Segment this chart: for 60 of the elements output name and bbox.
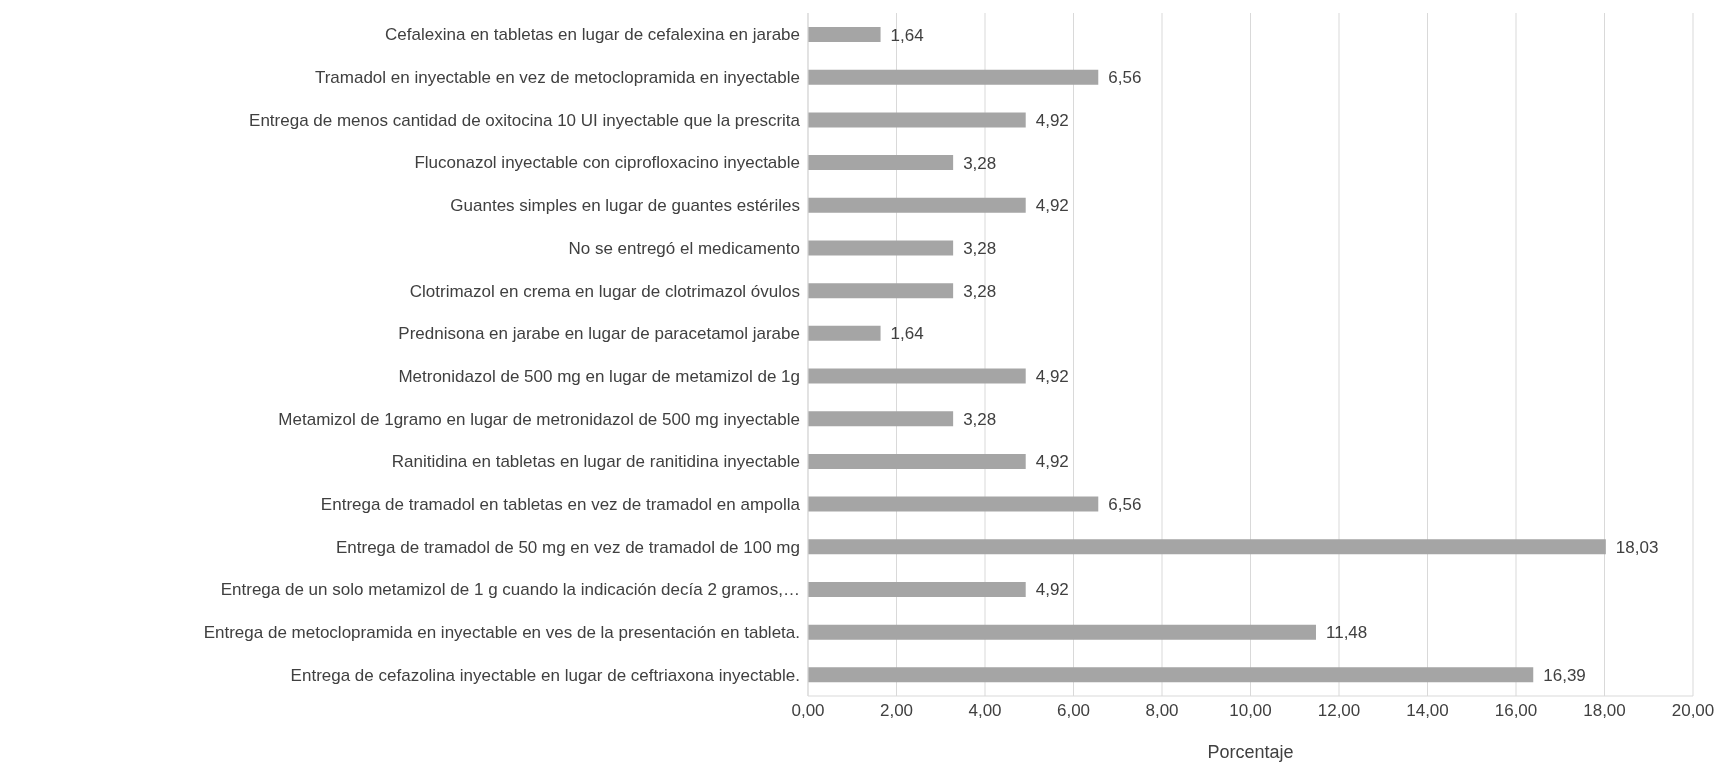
data-label: 4,92 bbox=[1035, 580, 1069, 600]
data-label: 1,64 bbox=[890, 324, 924, 344]
data-label: 11,48 bbox=[1325, 623, 1368, 643]
x-tick-label: 6,00 bbox=[1056, 701, 1091, 721]
bar bbox=[808, 453, 1026, 469]
x-tick-label: 10,00 bbox=[1229, 701, 1272, 721]
bar bbox=[808, 368, 1026, 384]
data-label: 4,92 bbox=[1035, 367, 1069, 387]
bar bbox=[808, 539, 1606, 555]
data-label: 3,28 bbox=[963, 238, 997, 258]
y-tick-label: Entrega de metoclopramida en inyectable en ves de la presentación en tableta. bbox=[203, 623, 800, 642]
y-tick-label: Metronidazol de 500 mg en lugar de metamizol de 1g bbox=[398, 366, 800, 386]
data-label: 4,92 bbox=[1035, 196, 1069, 216]
y-tick-label: Guantes simples en lugar de guantes estériles bbox=[450, 196, 800, 216]
data-label: 16,39 bbox=[1543, 665, 1586, 685]
y-tick-label: Prednisona en jarabe en lugar de paracetamol jarabe bbox=[398, 324, 800, 344]
bar bbox=[808, 27, 881, 42]
x-tick-label: 0,00 bbox=[791, 701, 825, 721]
y-tick-label: Entrega de un solo metamizol de 1 g cuando la indicación decía 2 gramos,… bbox=[220, 580, 800, 600]
y-tick-label: Cefalexina en tabletas en lugar de cefalexina en jarabe bbox=[385, 25, 800, 45]
x-axis-title: Porcentaje bbox=[1207, 742, 1294, 762]
data-label: 6,56 bbox=[1108, 495, 1142, 515]
y-tick-label: No se entregó el medicamento bbox=[568, 238, 800, 258]
data-label: 18,03 bbox=[1615, 537, 1659, 557]
x-tick-label: 14,00 bbox=[1406, 701, 1449, 721]
y-tick-label: Metamizol de 1gramo en lugar de metronidazol de 500 mg inyectable bbox=[278, 409, 800, 429]
bar bbox=[808, 69, 1099, 85]
data-label: 4,92 bbox=[1035, 452, 1069, 472]
y-tick-label: Entrega de menos cantidad de oxitocina 10 UI inyectable que la prescrita bbox=[249, 110, 801, 130]
x-tick-label: 20,00 bbox=[1671, 701, 1715, 721]
data-label: 1,64 bbox=[890, 25, 924, 45]
x-tick-label: 18,00 bbox=[1583, 701, 1626, 721]
y-tick-label: Fluconazol inyectable con ciprofloxacino inyectable bbox=[414, 153, 800, 173]
bar bbox=[808, 581, 1026, 597]
bar bbox=[808, 197, 1026, 213]
x-tick-label: 12,00 bbox=[1317, 701, 1361, 721]
bar bbox=[808, 240, 954, 256]
bar bbox=[808, 112, 1026, 128]
y-tick-label: Entrega de tramadol en tabletas en vez de tramadol en ampolla bbox=[320, 494, 801, 514]
bar bbox=[808, 667, 1534, 683]
x-tick-label: 4,00 bbox=[968, 701, 1002, 721]
bar bbox=[808, 325, 881, 341]
y-tick-label: Entrega de tramadol de 50 mg en vez de tramadol de 100 mg bbox=[335, 537, 800, 557]
data-label: 6,56 bbox=[1108, 68, 1142, 88]
x-tick-label: 2,00 bbox=[879, 701, 914, 721]
y-tick-label: Ranitidina en tabletas en lugar de ranitidina inyectable bbox=[391, 452, 800, 472]
x-tick-label: 8,00 bbox=[1145, 701, 1179, 721]
data-label: 3,28 bbox=[963, 281, 997, 301]
data-label: 3,28 bbox=[963, 409, 997, 429]
bar bbox=[808, 283, 954, 299]
y-tick-label: Entrega de cefazolina inyectable en lugar de ceftriaxona inyectable. bbox=[290, 665, 800, 685]
data-label: 3,28 bbox=[963, 153, 997, 173]
bar bbox=[808, 624, 1316, 640]
bar bbox=[808, 411, 954, 427]
bar bbox=[808, 496, 1099, 512]
x-tick-label: 16,00 bbox=[1494, 701, 1538, 721]
y-tick-label: Clotrimazol en crema en lugar de clotrimazol óvulos bbox=[409, 281, 800, 301]
bar bbox=[808, 155, 954, 171]
data-label: 4,92 bbox=[1035, 110, 1069, 130]
y-tick-label: Tramadol en inyectable en vez de metoclopramida en inyectable bbox=[314, 68, 800, 88]
